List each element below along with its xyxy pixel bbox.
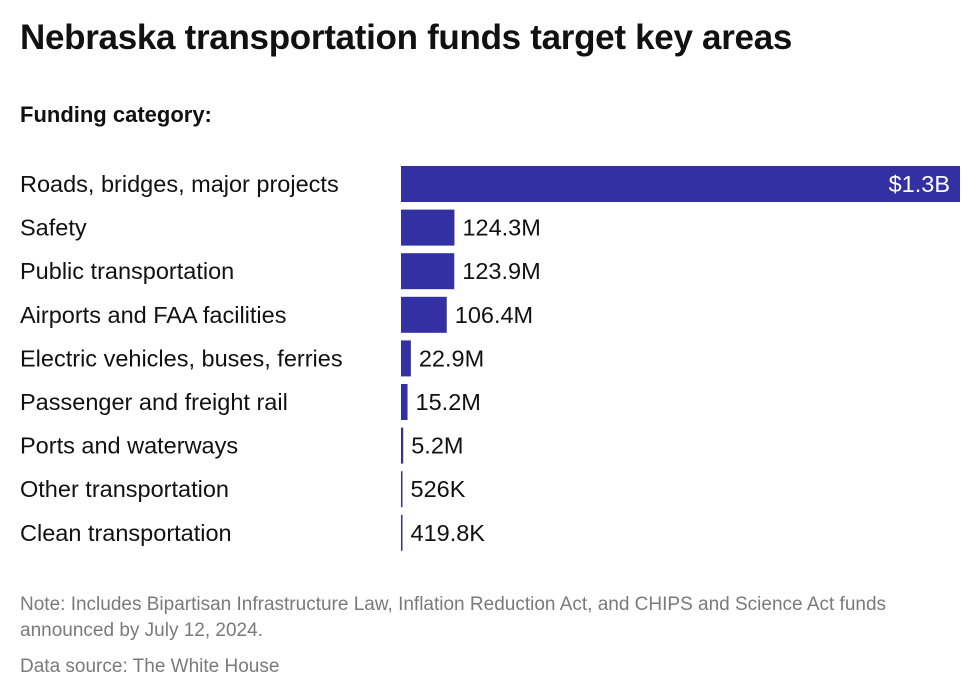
bar <box>401 253 455 290</box>
data-source: Data source: The White House <box>20 656 280 677</box>
value-label: $1.3B <box>889 171 950 197</box>
bar-chart: Roads, bridges, major projects $1.3B Safet… <box>20 166 960 551</box>
chart-title: Nebraska transportation funds target key… <box>20 18 793 57</box>
value-label: 106.4M <box>455 302 533 328</box>
category-label: Passenger and freight rail <box>20 389 288 415</box>
bar <box>401 340 411 377</box>
category-label: Roads, bridges, major projects <box>20 171 339 197</box>
value-label: 123.9M <box>462 258 540 284</box>
bar <box>401 209 455 246</box>
category-label: Airports and FAA facilities <box>20 302 286 328</box>
bar <box>401 296 447 333</box>
bar <box>401 514 403 551</box>
category-label: Electric vehicles, buses, ferries <box>20 345 343 371</box>
bar <box>401 384 408 420</box>
value-label: 419.8K <box>411 520 486 546</box>
category-label: Safety <box>20 215 87 241</box>
value-label: 124.3M <box>462 215 540 241</box>
value-label: 5.2M <box>411 433 463 459</box>
category-label: Ports and waterways <box>20 433 238 459</box>
category-label: Public transportation <box>20 258 234 284</box>
chart-note: Note: Includes Bipartisan Infrastructure… <box>20 594 887 641</box>
value-label: 526K <box>411 476 466 502</box>
bar <box>401 471 403 508</box>
bar <box>401 166 960 202</box>
chart-subtitle: Funding category: <box>20 102 212 127</box>
value-label: 15.2M <box>416 389 481 415</box>
value-label: 22.9M <box>419 345 484 371</box>
bar <box>401 427 404 464</box>
category-label: Other transportation <box>20 476 229 502</box>
category-label: Clean transportation <box>20 520 232 546</box>
